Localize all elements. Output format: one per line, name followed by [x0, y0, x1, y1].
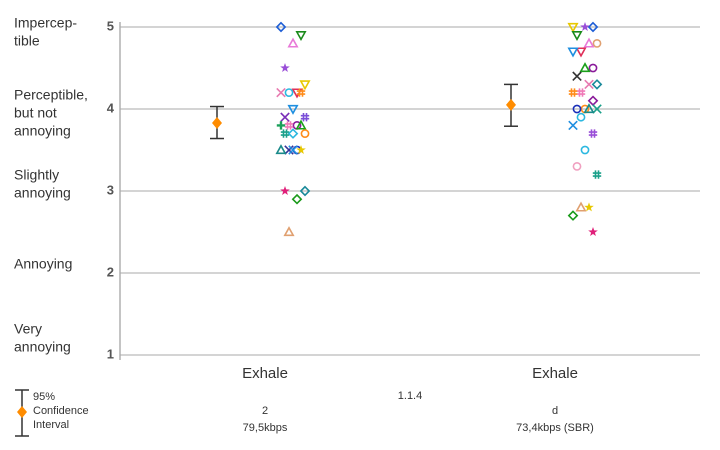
score-point: [579, 62, 591, 73]
score-point: [576, 88, 586, 97]
score-point: [592, 104, 602, 114]
score-point: [276, 87, 286, 98]
score-point: [300, 113, 310, 122]
score-point: [568, 88, 578, 97]
setting-label: 2: [262, 405, 268, 417]
score-point: [284, 121, 294, 130]
score-point: [283, 226, 295, 237]
scale-label: annoying: [14, 123, 71, 139]
scale-label: Impercep-: [14, 15, 77, 31]
score-point: [299, 80, 311, 91]
score-point: [300, 129, 310, 138]
score-point: [280, 63, 290, 72]
y-tick-label: 5: [107, 18, 114, 33]
score-point: [588, 63, 598, 73]
score-point: [568, 120, 578, 131]
scale-label: annoying: [14, 339, 71, 355]
score-point: [295, 31, 307, 42]
score-point: [587, 95, 599, 107]
score-point: [572, 71, 582, 81]
score-point: [287, 128, 299, 139]
score-point: [284, 88, 294, 97]
score-point: [588, 129, 598, 138]
score-point: [284, 145, 294, 155]
scale-label: Annoying: [14, 256, 72, 272]
score-point: [280, 186, 290, 195]
score-point: [276, 121, 286, 130]
mean-marker: [506, 98, 516, 111]
legend-text: Confidence: [33, 405, 89, 417]
score-point: [580, 22, 590, 31]
codec-label: Exhale: [242, 365, 288, 382]
score-point: [275, 144, 287, 155]
score-point: [587, 21, 599, 33]
y-tick-label: 3: [107, 182, 114, 197]
score-point: [299, 185, 311, 197]
y-tick-label: 4: [107, 100, 115, 115]
score-point: [295, 119, 307, 130]
score-point: [571, 31, 583, 42]
scale-label: tible: [14, 33, 40, 49]
score-point: [583, 37, 595, 48]
scale-label: Perceptible,: [14, 87, 88, 103]
score-point: [296, 145, 306, 154]
bitrate-label: 73,4kbps (SBR): [516, 422, 594, 434]
score-point: [287, 104, 299, 115]
score-point: [572, 104, 582, 114]
score-point: [288, 145, 298, 155]
group-title: 1.1.4: [398, 390, 422, 402]
score-point: [572, 161, 582, 171]
score-point: [580, 145, 590, 155]
score-point: [588, 227, 598, 236]
legend-marker: [17, 406, 27, 418]
y-tick-label: 2: [107, 264, 114, 279]
score-point: [567, 22, 579, 33]
legend-text: Interval: [33, 419, 69, 431]
score-point: [275, 21, 287, 33]
mean-marker: [212, 116, 222, 129]
score-point: [296, 88, 306, 97]
scale-label: but not: [14, 105, 57, 121]
score-point: [280, 129, 290, 138]
legend-text: 95%: [33, 391, 55, 403]
scale-label: Very: [14, 321, 42, 337]
bitrate-label: 79,5kbps: [243, 422, 288, 434]
score-point: [591, 79, 603, 90]
score-point: [575, 201, 587, 212]
scale-label: annoying: [14, 185, 71, 201]
score-point: [567, 47, 579, 58]
score-point: [584, 79, 594, 90]
y-tick-label: 1: [107, 346, 114, 361]
score-point: [592, 39, 602, 48]
score-point: [583, 103, 595, 114]
setting-label: d: [552, 405, 558, 417]
score-point: [576, 112, 586, 122]
codec-label: Exhale: [532, 365, 578, 382]
score-point: [592, 170, 602, 179]
score-point: [567, 210, 579, 221]
score-point: [280, 112, 290, 122]
score-point: [291, 193, 303, 205]
score-point: [287, 37, 299, 48]
scale-label: Slightly: [14, 167, 59, 183]
score-point: [575, 47, 587, 58]
score-point: [584, 202, 594, 212]
